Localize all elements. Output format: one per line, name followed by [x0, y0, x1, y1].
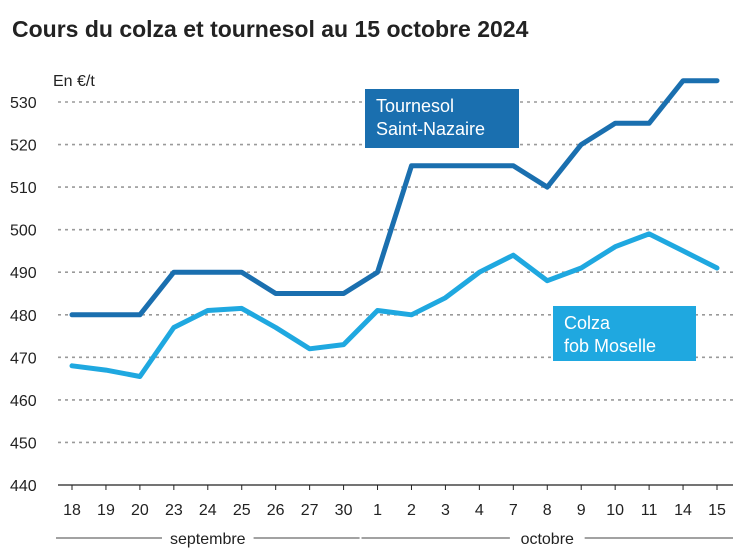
- x-tick-label: 25: [233, 502, 251, 519]
- series-label-text: fob Moselle: [564, 336, 656, 356]
- x-tick-label: 7: [509, 502, 518, 519]
- x-tick-label: 15: [708, 502, 726, 519]
- series-label-box-colza: [553, 306, 696, 361]
- x-tick-label: 4: [475, 502, 484, 519]
- y-axis-unit-label: En €/t: [53, 73, 95, 90]
- series-label-text: Tournesol: [376, 96, 454, 116]
- y-tick-label: 450: [10, 435, 37, 452]
- x-tick-label: 11: [641, 502, 658, 519]
- x-tick-label: 2: [407, 502, 416, 519]
- month-label: septembre: [170, 531, 246, 548]
- chart-title: Cours du colza et tournesol au 15 octobr…: [12, 16, 529, 42]
- x-tick-label: 1: [373, 502, 382, 519]
- y-tick-label: 460: [10, 393, 37, 410]
- series-line-colza: [69, 231, 720, 379]
- series-label-text: Saint-Nazaire: [376, 119, 485, 139]
- x-tick-label: 20: [131, 502, 149, 519]
- x-tick-label: 18: [63, 502, 81, 519]
- y-tick-label: 490: [10, 265, 37, 282]
- x-tick-label: 30: [335, 502, 353, 519]
- y-tick-label: 470: [10, 350, 37, 367]
- x-tick-label: 14: [674, 502, 692, 519]
- month-label: octobre: [521, 531, 574, 548]
- y-tick-label: 480: [10, 308, 37, 325]
- y-tick-label: 530: [10, 95, 37, 112]
- x-tick-label: 3: [441, 502, 450, 519]
- x-tick-label: 19: [97, 502, 115, 519]
- series-label-box-tournesol: [365, 89, 519, 148]
- y-tick-label: 440: [10, 478, 37, 495]
- x-tick-label: 26: [267, 502, 285, 519]
- y-tick-label: 510: [10, 180, 37, 197]
- x-tick-label: 27: [301, 502, 319, 519]
- series-label-text: Colza: [564, 313, 611, 333]
- x-tick-label: 8: [543, 502, 552, 519]
- x-tick-label: 10: [606, 502, 624, 519]
- x-tick-label: 9: [577, 502, 586, 519]
- x-tick-label: 23: [165, 502, 183, 519]
- y-tick-label: 500: [10, 223, 37, 240]
- series-line-tournesol: [69, 78, 720, 318]
- x-tick-label: 24: [199, 502, 217, 519]
- y-tick-label: 520: [10, 138, 37, 155]
